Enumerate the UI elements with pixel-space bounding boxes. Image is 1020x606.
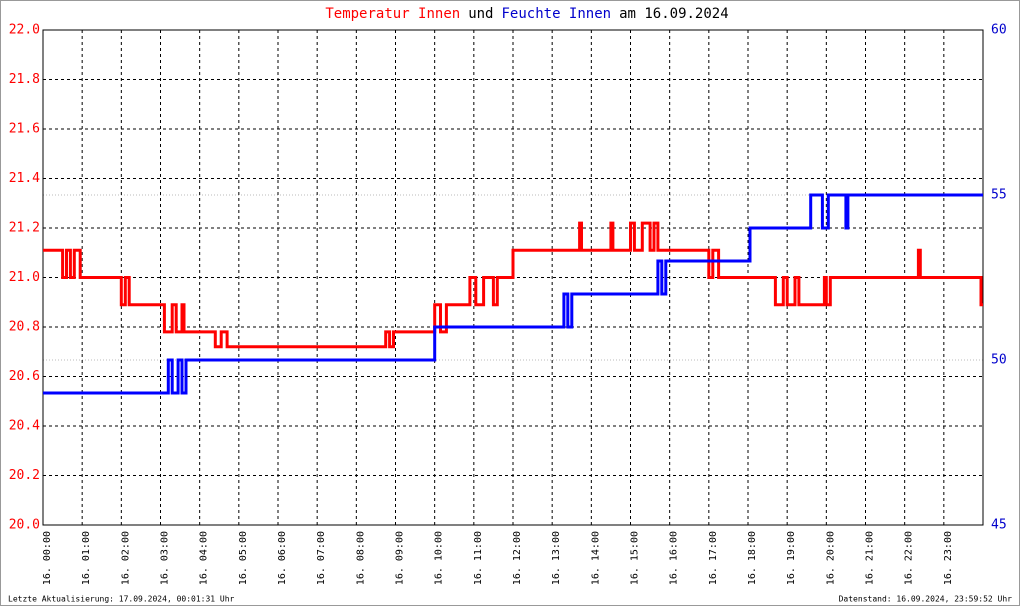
y-tick-label: 21.0 — [9, 270, 40, 285]
plot-border — [42, 29, 984, 526]
series-line — [43, 221, 983, 349]
chart-title: Temperatur Innen und Feuchte Innen am 16.09… — [325, 6, 728, 22]
title-part: am 16.09.2024 — [619, 6, 729, 22]
x-tick-label: 16. 22:00 — [904, 531, 915, 585]
x-tick-label: 16. 00:00 — [42, 531, 53, 585]
y-tick-label: 22.0 — [9, 23, 40, 38]
x-tick-label: 16. 05:00 — [238, 531, 249, 585]
footer-left: Letzte Aktualisierung: 17.09.2024, 00:01… — [8, 595, 235, 604]
y-tick-label: 21.2 — [9, 221, 40, 236]
y2-tick-label: 60 — [991, 23, 1007, 38]
x-tick-label: 16. 16:00 — [669, 531, 680, 585]
x-tick-label: 16. 23:00 — [943, 531, 954, 585]
x-tick-label: 16. 02:00 — [120, 531, 131, 585]
y-tick-label: 21.8 — [9, 72, 40, 87]
x-tick-label: 16. 06:00 — [277, 531, 288, 585]
x-tick-label: 16. 07:00 — [316, 531, 327, 585]
x-tick-label: 16. 11:00 — [473, 531, 484, 585]
title-part: Feuchte Innen — [502, 6, 612, 22]
x-tick-label: 16. 03:00 — [160, 531, 171, 585]
x-tick-label: 16. 09:00 — [395, 531, 406, 585]
series-line — [43, 193, 983, 395]
x-tick-label: 16. 10:00 — [434, 531, 445, 585]
y-tick-label: 20.0 — [9, 518, 40, 533]
x-tick-label: 16. 04:00 — [199, 531, 210, 585]
x-tick-label: 16. 08:00 — [355, 531, 366, 585]
footer-right: Datenstand: 16.09.2024, 23:59:52 Uhr — [839, 595, 1013, 604]
x-tick-label: 16. 13:00 — [551, 531, 562, 585]
x-tick-label: 16. 20:00 — [825, 531, 836, 585]
y2-tick-label: 55 — [991, 188, 1007, 203]
title-part: Temperatur Innen — [325, 6, 460, 22]
x-tick-label: 16. 18:00 — [747, 531, 758, 585]
y-tick-label: 21.4 — [9, 171, 40, 186]
x-tick-label: 16. 21:00 — [865, 531, 876, 585]
y-tick-label: 20.2 — [9, 468, 40, 483]
y-tick-label: 20.6 — [9, 369, 40, 384]
x-tick-label: 16. 19:00 — [786, 531, 797, 585]
y-tick-label: 20.8 — [9, 320, 40, 335]
x-tick-label: 16. 15:00 — [630, 531, 641, 585]
x-tick-label: 16. 14:00 — [590, 531, 601, 585]
y-tick-label: 21.6 — [9, 122, 40, 137]
y2-tick-label: 45 — [991, 518, 1007, 533]
x-tick-label: 16. 17:00 — [708, 531, 719, 585]
y2-tick-label: 50 — [991, 353, 1007, 368]
y-tick-label: 20.4 — [9, 419, 40, 434]
x-tick-label: 16. 01:00 — [81, 531, 92, 585]
title-part: und — [468, 6, 493, 22]
x-tick-label: 16. 12:00 — [512, 531, 523, 585]
